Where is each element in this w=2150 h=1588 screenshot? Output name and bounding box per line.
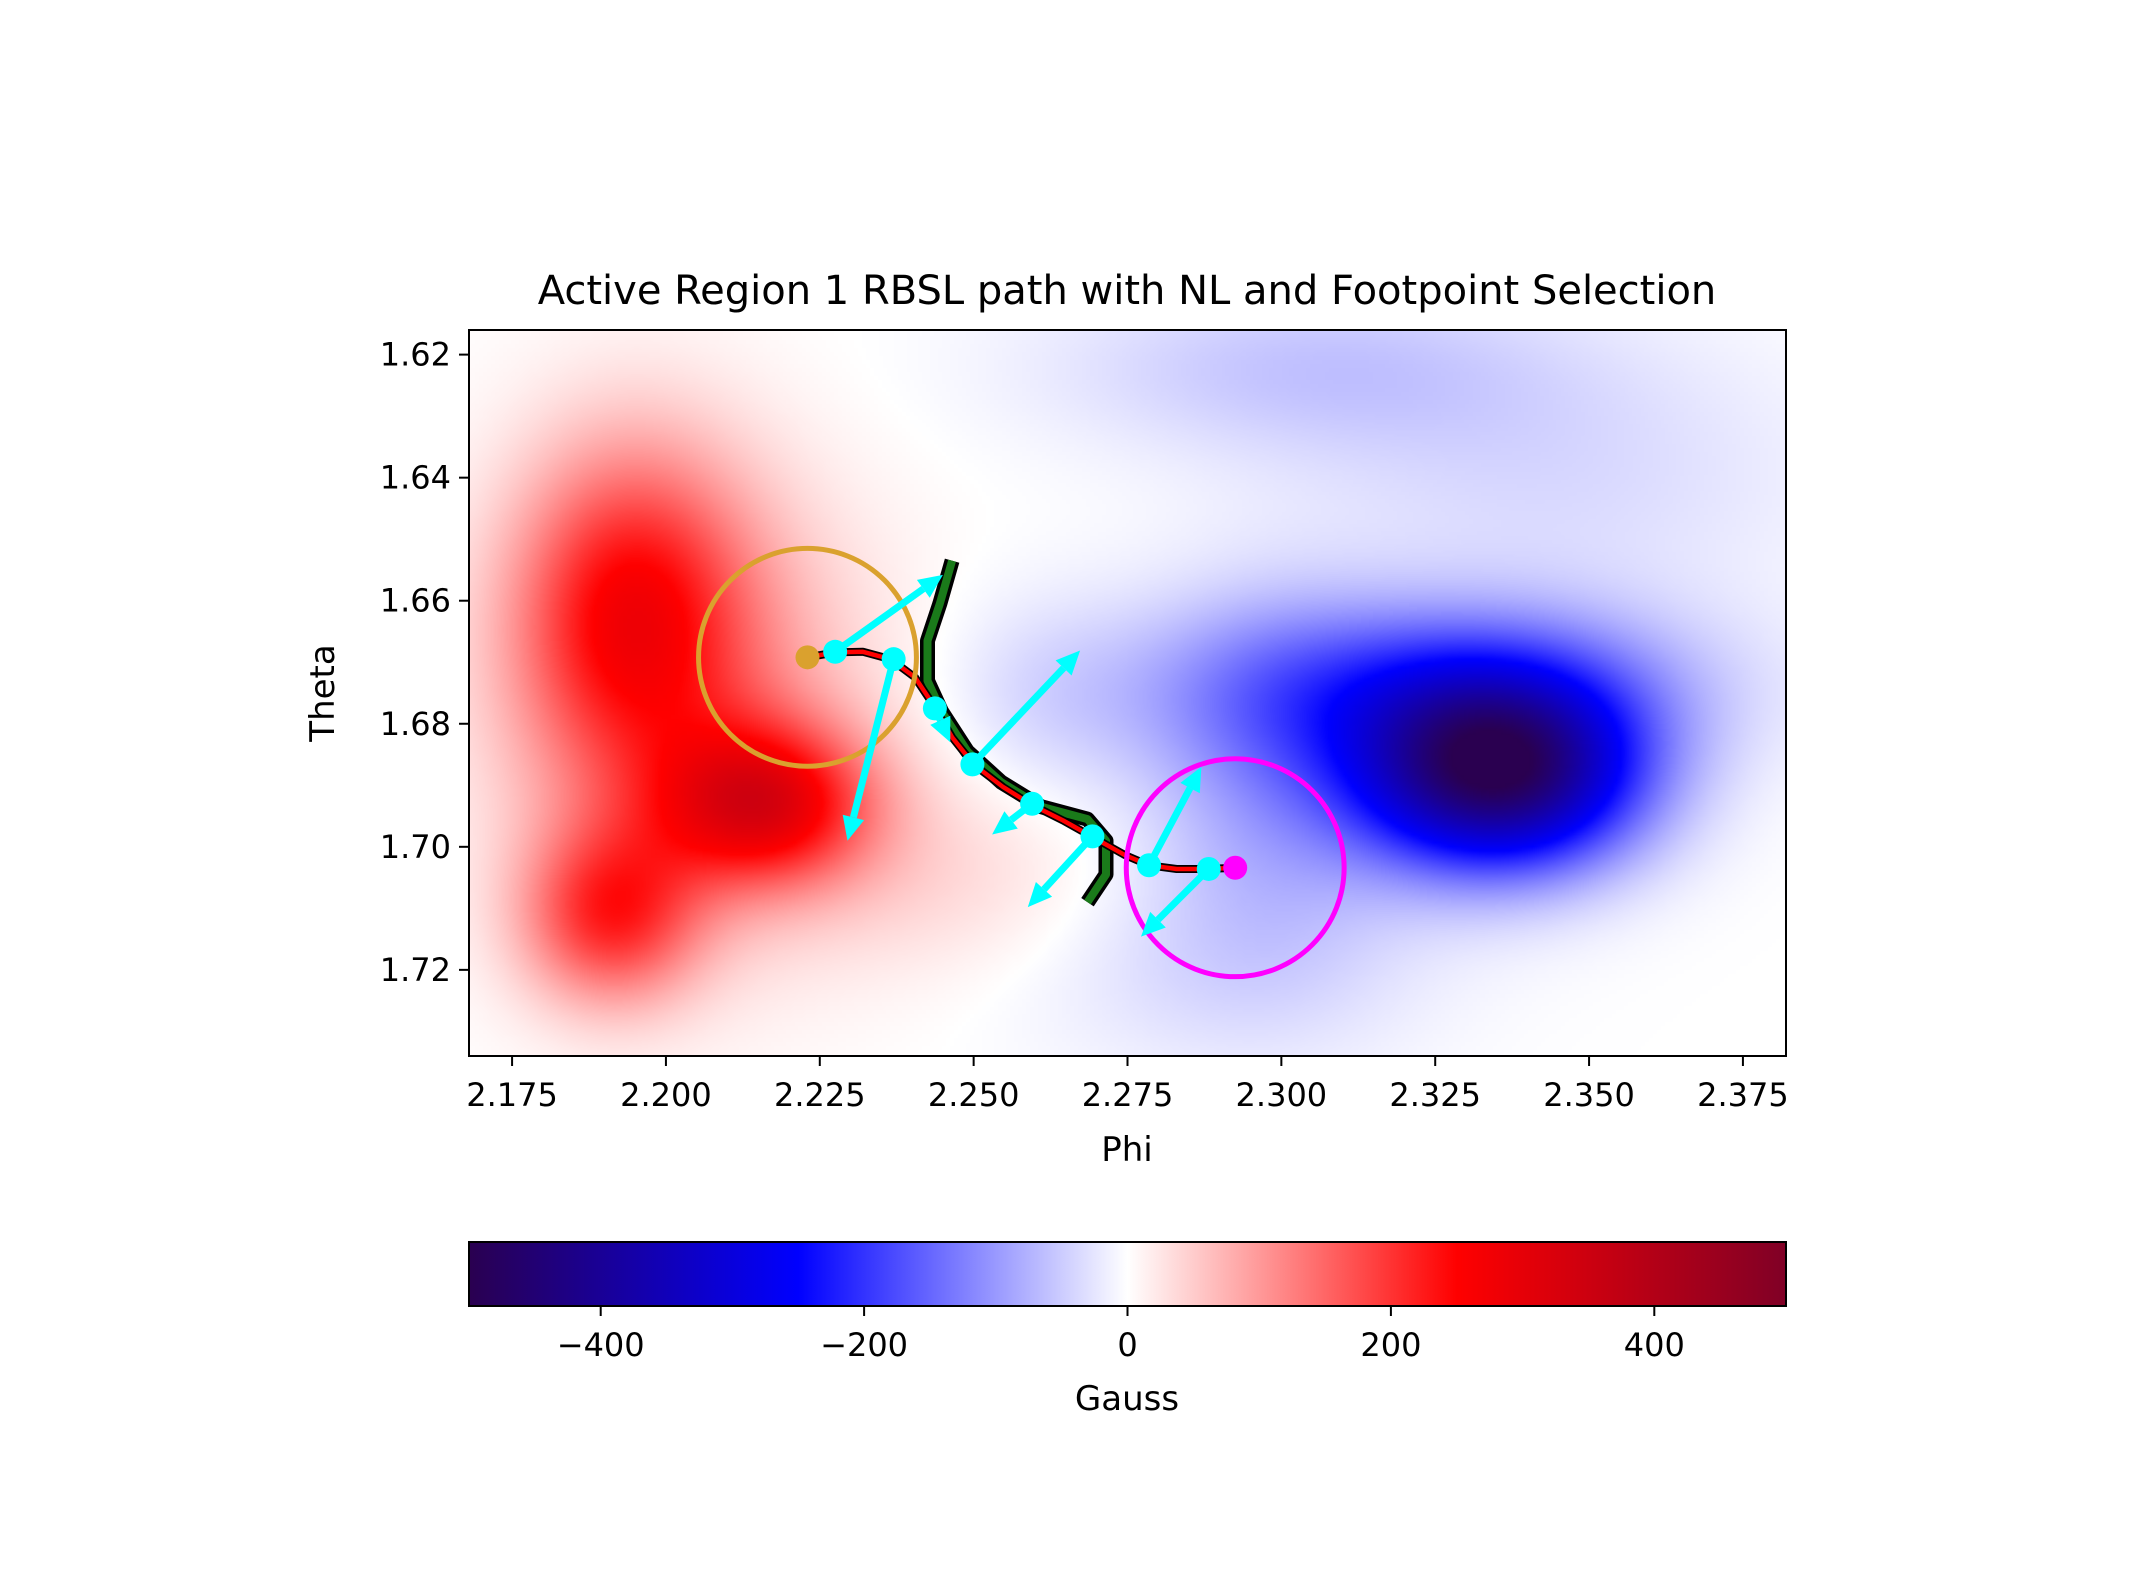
colorbar-ticks: −400 −200 0 200 400 <box>557 1306 1685 1364</box>
main-axes: 2.175 2.200 2.225 2.250 2.275 2.300 2.325 2.350… <box>303 268 1789 1170</box>
x-axis-ticks: 2.175 2.200 2.225 2.250 2.275 2.300 2.325 2.350… <box>466 1056 1789 1114</box>
x-tick-label: 2.275 <box>1082 1076 1174 1114</box>
y-tick-label: 1.62 <box>380 336 451 374</box>
x-tick-label: 2.200 <box>620 1076 712 1114</box>
field-vector-head <box>992 811 1018 835</box>
colorbar-tick-label: −200 <box>820 1326 908 1364</box>
colorbar-tick-label: 0 <box>1117 1326 1137 1364</box>
sample-point <box>960 752 985 777</box>
field-vector-head <box>1141 911 1166 937</box>
colorbar-label: Gauss <box>1075 1379 1179 1419</box>
footpoint-marker <box>795 645 820 670</box>
colorbar-tick-label: 200 <box>1360 1326 1421 1364</box>
chart-title: Active Region 1 RBSL path with NL and Fo… <box>538 268 1717 314</box>
footpoint-circle <box>696 545 919 769</box>
colorbar-gradient <box>468 1241 1787 1307</box>
x-tick-label: 2.325 <box>1389 1076 1481 1114</box>
sample-point <box>881 647 906 672</box>
field-vector <box>1145 786 1194 867</box>
field-vector-head <box>1027 882 1053 908</box>
magnetic-field-heatmap <box>469 330 1786 1056</box>
x-tick-label: 2.175 <box>466 1076 558 1114</box>
sample-point <box>1196 856 1221 881</box>
sample-point <box>1080 824 1105 849</box>
overlay-layer <box>696 545 1347 980</box>
x-tick-label: 2.300 <box>1236 1076 1328 1114</box>
footpoint-circle <box>1123 756 1347 980</box>
x-tick-label: 2.350 <box>1543 1076 1635 1114</box>
footpoint-marker <box>1223 855 1248 880</box>
field-vector-head <box>930 715 951 743</box>
y-tick-label: 1.72 <box>380 951 451 989</box>
x-tick-label: 2.250 <box>928 1076 1020 1114</box>
field-vector-head <box>842 814 865 841</box>
sample-point <box>823 639 848 664</box>
sample-point <box>922 696 947 721</box>
x-axis-label: Phi <box>1101 1130 1153 1170</box>
colorbar-tick-label: −400 <box>557 1326 645 1364</box>
y-tick-label: 1.66 <box>380 582 451 620</box>
field-vector-head <box>1055 650 1081 676</box>
y-axis-label: Theta <box>303 644 343 742</box>
field-vector <box>969 665 1067 767</box>
sample-point <box>1137 853 1162 878</box>
x-tick-label: 2.225 <box>774 1076 866 1114</box>
colorbar-tick-label: 400 <box>1624 1326 1685 1364</box>
field-vector <box>850 658 898 819</box>
y-axis-ticks: 1.62 1.64 1.66 1.68 1.70 1.72 <box>380 336 469 989</box>
x-tick-label: 2.375 <box>1697 1076 1789 1114</box>
y-tick-label: 1.64 <box>380 459 451 497</box>
y-tick-label: 1.70 <box>380 828 451 866</box>
sample-point <box>1020 791 1045 816</box>
field-vector-head <box>916 574 943 598</box>
field-vector-head <box>1180 766 1202 794</box>
colorbar: −400 −200 0 200 400 Gauss <box>468 1241 1787 1419</box>
y-tick-label: 1.68 <box>380 705 451 743</box>
field-vector <box>833 585 926 655</box>
